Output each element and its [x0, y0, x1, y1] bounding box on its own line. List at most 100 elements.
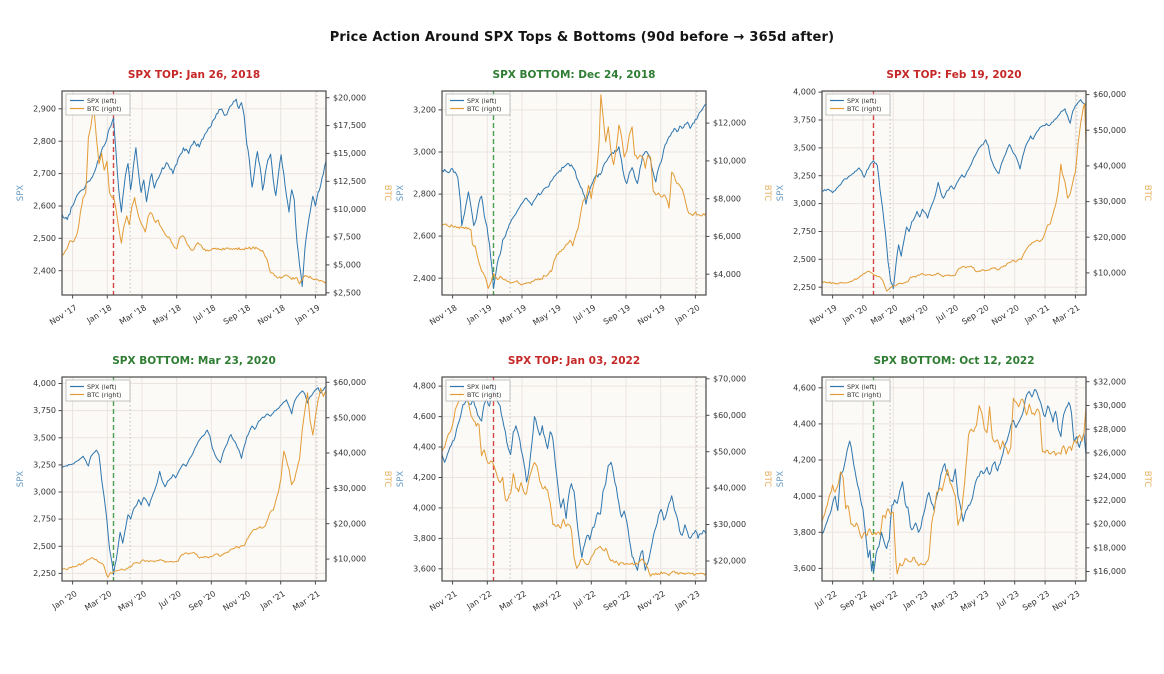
spx-line: [61, 98, 327, 288]
svg-text:$40,000: $40,000: [333, 449, 366, 458]
svg-text:$6,000: $6,000: [713, 232, 741, 241]
svg-text:Nov '20: Nov '20: [990, 303, 1021, 327]
svg-text:$10,000: $10,000: [333, 205, 366, 214]
svg-text:$12,000: $12,000: [713, 119, 746, 128]
svg-text:$4,000: $4,000: [713, 270, 741, 279]
left-axis-label: SPX: [776, 471, 786, 488]
svg-text:Jan '22: Jan '22: [465, 589, 494, 612]
svg-text:SPX (left): SPX (left): [87, 97, 117, 105]
svg-text:4,400: 4,400: [413, 443, 436, 452]
svg-text:$5,000: $5,000: [333, 261, 361, 270]
svg-text:2,750: 2,750: [793, 227, 816, 236]
svg-text:$20,000: $20,000: [1093, 233, 1126, 242]
svg-text:3,000: 3,000: [33, 488, 56, 497]
svg-text:4,000: 4,000: [793, 88, 816, 97]
svg-text:Jan '20: Jan '20: [840, 303, 869, 326]
svg-text:2,600: 2,600: [413, 232, 436, 241]
svg-text:May '19: May '19: [531, 303, 562, 327]
svg-text:Jan '19: Jan '19: [293, 303, 322, 326]
svg-text:$20,000: $20,000: [333, 519, 366, 528]
svg-text:2,500: 2,500: [793, 255, 816, 264]
svg-text:Jul '23: Jul '23: [994, 589, 1020, 610]
svg-text:$2,500: $2,500: [333, 288, 361, 297]
panel-title: SPX BOTTOM: Dec 24, 2018: [492, 69, 656, 81]
svg-text:Sep '22: Sep '22: [839, 589, 869, 613]
svg-text:3,800: 3,800: [413, 534, 436, 543]
svg-text:$17,500: $17,500: [333, 121, 366, 130]
svg-text:4,000: 4,000: [413, 504, 436, 513]
svg-text:Mar '21: Mar '21: [291, 589, 321, 613]
svg-text:2,400: 2,400: [413, 274, 436, 283]
svg-text:BTC (right): BTC (right): [87, 105, 121, 113]
svg-text:$28,000: $28,000: [1093, 425, 1126, 434]
svg-text:2,500: 2,500: [33, 542, 56, 551]
svg-text:Mar '23: Mar '23: [930, 589, 960, 613]
right-axis-label: BTC: [762, 471, 772, 488]
chart-panel: SPX TOP: Jan 03, 2022 3,600 3,800 4,000 4,20…: [392, 353, 772, 631]
svg-text:BTC (right): BTC (right): [847, 391, 881, 399]
svg-text:4,800: 4,800: [413, 382, 436, 391]
btc-line: [821, 397, 1087, 575]
svg-text:$30,000: $30,000: [713, 520, 746, 529]
svg-text:4,200: 4,200: [793, 456, 816, 465]
svg-text:4,200: 4,200: [413, 473, 436, 482]
svg-text:Jan '20: Jan '20: [50, 589, 79, 612]
svg-text:Mar '20: Mar '20: [869, 303, 899, 327]
svg-text:$10,000: $10,000: [333, 555, 366, 564]
svg-text:BTC (right): BTC (right): [467, 391, 501, 399]
svg-text:$40,000: $40,000: [1093, 162, 1126, 171]
spx-line: [61, 386, 327, 576]
svg-text:Nov '22: Nov '22: [869, 589, 900, 613]
chart-panel: SPX TOP: Feb 19, 2020 2,250 2,500 2,750 3,00…: [772, 67, 1152, 345]
svg-text:$30,000: $30,000: [1093, 197, 1126, 206]
svg-text:Sep '23: Sep '23: [1021, 589, 1051, 613]
svg-text:2,400: 2,400: [33, 266, 56, 275]
svg-text:BTC (right): BTC (right): [87, 391, 121, 399]
svg-text:$22,000: $22,000: [1093, 496, 1126, 505]
svg-text:$7,500: $7,500: [333, 233, 361, 242]
svg-text:Mar '18: Mar '18: [118, 303, 148, 327]
svg-text:$15,000: $15,000: [333, 149, 366, 158]
svg-text:Jan '23: Jan '23: [901, 589, 930, 612]
svg-text:Jan '23: Jan '23: [673, 589, 702, 612]
svg-text:$30,000: $30,000: [1093, 401, 1126, 410]
svg-text:$20,000: $20,000: [1093, 520, 1126, 529]
svg-text:Nov '18: Nov '18: [428, 303, 459, 327]
svg-text:Jul '22: Jul '22: [571, 589, 597, 610]
svg-text:Nov '17: Nov '17: [48, 303, 79, 327]
svg-text:Nov '23: Nov '23: [1051, 589, 1082, 613]
svg-text:Sep '22: Sep '22: [602, 589, 632, 613]
chart-panel: SPX TOP: Jan 26, 2018 2,400 2,500 2,600 2,70…: [12, 67, 392, 345]
svg-text:3,800: 3,800: [793, 528, 816, 537]
svg-text:$26,000: $26,000: [1093, 449, 1126, 458]
svg-text:$32,000: $32,000: [1093, 377, 1126, 386]
svg-text:3,200: 3,200: [413, 106, 436, 115]
svg-text:Nov '21: Nov '21: [428, 589, 459, 613]
panel-title: SPX BOTTOM: Mar 23, 2020: [112, 355, 276, 367]
legend: SPX (left)BTC (right): [445, 93, 511, 116]
right-axis-label: BTC: [762, 185, 772, 202]
right-axis-label: BTC: [382, 471, 392, 488]
svg-text:2,800: 2,800: [413, 190, 436, 199]
svg-text:3,600: 3,600: [413, 564, 436, 573]
charts-grid: SPX TOP: Jan 26, 2018 2,400 2,500 2,600 2,70…: [0, 67, 1164, 631]
spx-line: [441, 104, 707, 289]
svg-text:Sep '20: Sep '20: [960, 303, 990, 327]
legend: SPX (left)BTC (right): [825, 379, 891, 402]
svg-text:Sep '18: Sep '18: [222, 303, 252, 327]
btc-line: [61, 387, 327, 578]
svg-text:$16,000: $16,000: [1093, 567, 1126, 576]
svg-text:$50,000: $50,000: [1093, 126, 1126, 135]
svg-text:$60,000: $60,000: [333, 378, 366, 387]
svg-text:Nov '18: Nov '18: [256, 303, 287, 327]
left-axis-label: SPX: [396, 185, 406, 202]
svg-text:SPX (left): SPX (left): [87, 383, 117, 391]
btc-line: [61, 103, 327, 285]
svg-text:4,400: 4,400: [793, 420, 816, 429]
legend: SPX (left)BTC (right): [445, 379, 511, 402]
btc-line: [821, 103, 1087, 292]
svg-text:Jan '18: Jan '18: [85, 303, 114, 326]
figure-title: Price Action Around SPX Tops & Bottoms (…: [329, 30, 835, 45]
right-axis-label: BTC: [1142, 185, 1152, 202]
svg-text:$8,000: $8,000: [713, 194, 741, 203]
